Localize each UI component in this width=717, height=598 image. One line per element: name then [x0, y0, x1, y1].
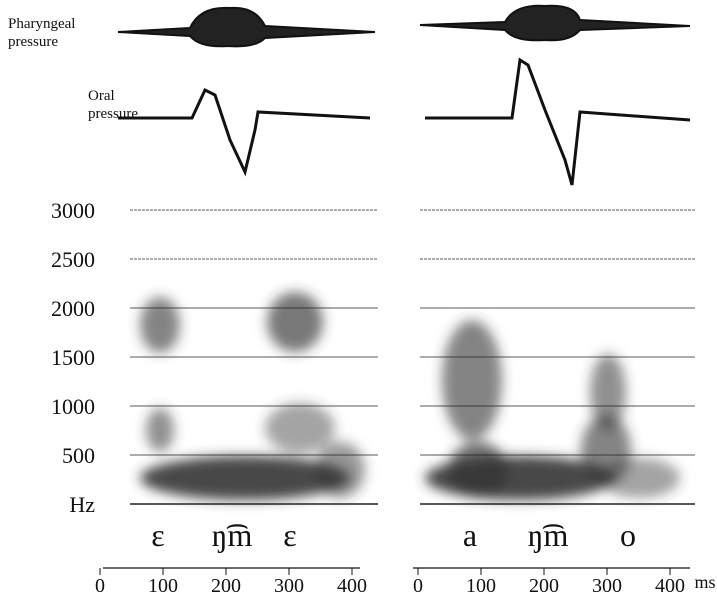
energy [425, 456, 615, 500]
x-tick-label: 300 [274, 575, 304, 597]
y-tick-label: 1000 [51, 394, 95, 419]
y-tick-label: 3000 [51, 198, 95, 223]
segment-label: ɛ [151, 517, 164, 553]
spectrogram-energy [140, 292, 680, 500]
y-tick-label: 1500 [51, 345, 95, 370]
energy [442, 320, 502, 440]
segment-label: ŋ͡m [212, 517, 253, 553]
x-tick-label: 400 [655, 575, 685, 597]
x-tick-label: 0 [413, 575, 423, 597]
energy [600, 458, 680, 498]
energy [140, 297, 180, 353]
x-tick-label: 100 [148, 575, 178, 597]
y-tick-label: 2500 [51, 247, 95, 272]
pressure-traces [117, 4, 691, 186]
y-tick-label: Hz [69, 492, 95, 517]
segment-label: ŋ͡m [528, 517, 569, 553]
energy [265, 403, 335, 453]
energy [140, 456, 350, 500]
x-tick-label: 200 [529, 575, 559, 597]
x-tick-label: 200 [211, 575, 241, 597]
energy [315, 442, 365, 498]
energy [590, 354, 626, 430]
segment-label: a [463, 517, 477, 553]
x-tick-label: 400 [337, 575, 367, 597]
energy [267, 292, 323, 352]
x-axis-label: ms [694, 572, 715, 592]
y-tick-label: 2000 [51, 296, 95, 321]
x-tick-label: 100 [466, 575, 496, 597]
x-tick-label: 0 [95, 575, 105, 597]
x-tick-label: 300 [592, 575, 622, 597]
energy [146, 408, 174, 452]
trace-label: Oral pressure [88, 88, 138, 122]
segment-label: ɛ [283, 517, 296, 553]
trace-label: Pharyngeal pressure [8, 16, 76, 50]
segment-label: o [620, 517, 636, 553]
y-tick-label: 500 [62, 443, 95, 468]
